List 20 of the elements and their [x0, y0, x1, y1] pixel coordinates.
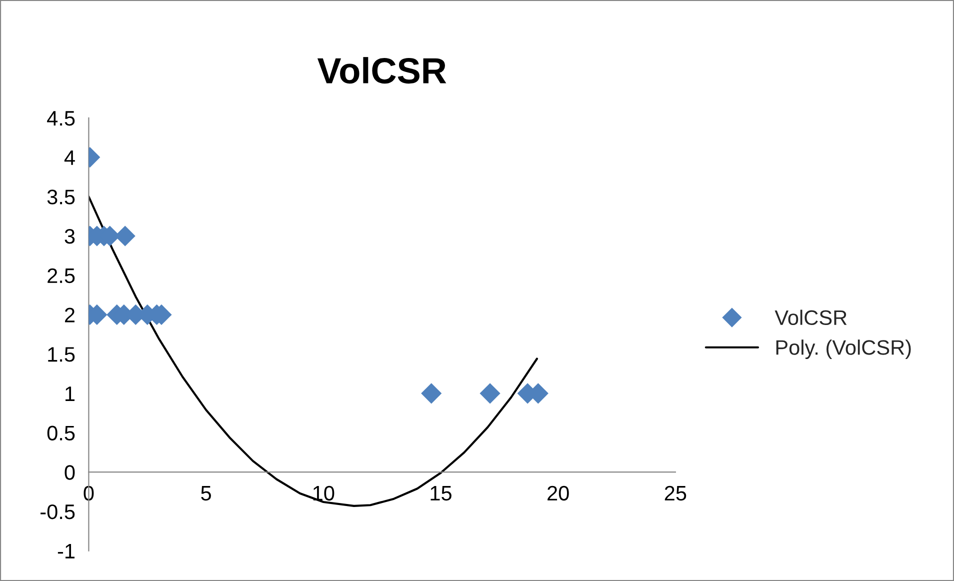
y-tick-label: 4: [64, 150, 75, 165]
y-tick-label: 4.5: [47, 111, 75, 126]
legend-label: Poly. (VolCSR): [776, 340, 911, 359]
x-tick-label: 25: [664, 486, 686, 501]
legend-label: VolCSR: [774, 310, 847, 326]
y-tick-label: -0.5: [40, 504, 75, 520]
y-tick-label: 3.5: [47, 190, 75, 204]
x-tick-label: 20: [548, 486, 569, 501]
x-tick-label: 0: [84, 486, 94, 501]
y-tick-label: 0: [64, 465, 75, 480]
y-tick-label: -1: [58, 544, 75, 558]
y-tick-label: 0.5: [47, 426, 75, 440]
chart-title: VolCSR: [317, 57, 446, 84]
x-tick-label: 5: [201, 486, 211, 501]
y-tick-label: 1.5: [48, 347, 75, 362]
y-tick-label: 1: [66, 386, 75, 401]
x-tick-label: 15: [430, 486, 452, 501]
y-tick-label: 2.5: [48, 268, 75, 284]
y-tick-label: 2: [64, 308, 74, 322]
y-tick-label: 3: [64, 228, 75, 244]
